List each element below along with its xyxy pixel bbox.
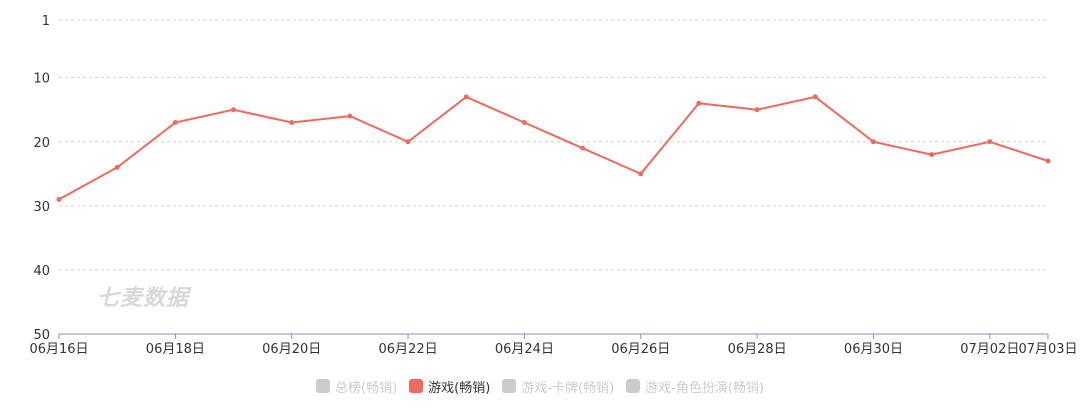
x-tick-label: 07月03日: [1018, 342, 1077, 357]
data-point[interactable]: [870, 139, 876, 145]
legend-swatch: [316, 379, 330, 393]
legend-label: 游戏-卡牌(畅销): [521, 380, 615, 396]
x-tick-label: 06月30日: [844, 342, 903, 357]
x-tick-label: 06月28日: [728, 342, 787, 357]
data-point[interactable]: [289, 120, 295, 126]
x-tick-label: 06月22日: [379, 342, 438, 357]
legend-item[interactable]: 总榜(畅销): [316, 377, 397, 396]
legend-label: 游戏-角色扮演(畅销): [645, 380, 764, 396]
data-point[interactable]: [929, 152, 935, 158]
watermark: 七麦数据: [97, 286, 190, 311]
data-point[interactable]: [114, 164, 120, 170]
series-line: [58, 95, 1049, 201]
data-point[interactable]: [1045, 158, 1051, 164]
y-tick-label: 10: [33, 72, 50, 87]
data-point[interactable]: [638, 171, 644, 177]
data-point[interactable]: [987, 139, 993, 145]
data-point[interactable]: [56, 196, 62, 202]
y-tick-label: 50: [33, 328, 50, 343]
data-point[interactable]: [812, 94, 818, 100]
x-axis: 06月16日 06月18日 06月20日 06月22日 06月24日 06月26日 06月2…: [29, 333, 1078, 357]
series-game-grossing: [56, 94, 1051, 202]
legend-label: 总榜(畅销): [335, 380, 398, 396]
legend-swatch: [502, 379, 517, 393]
data-point[interactable]: [463, 94, 469, 100]
legend-item[interactable]: 游戏-卡牌(畅销): [502, 377, 614, 396]
y-tick-label: 40: [33, 264, 50, 279]
legend-swatch: [409, 379, 424, 393]
data-point[interactable]: [754, 107, 760, 113]
legend-label: 游戏(畅销): [428, 380, 491, 396]
y-tick-label: 1: [42, 14, 50, 29]
legend-item[interactable]: 游戏-角色扮演(畅销): [626, 377, 764, 396]
x-tick-label: 06月26日: [611, 342, 670, 357]
y-tick-label: 30: [33, 200, 50, 215]
grid-lines: [59, 19, 1048, 271]
data-point[interactable]: [580, 145, 586, 151]
x-tick-label: 06月18日: [146, 342, 205, 357]
legend-swatch: [626, 379, 641, 393]
chart-legend: 总榜(畅销) 游戏(畅销) 游戏-卡牌(畅销) 游戏-角色扮演(畅销): [0, 374, 1080, 398]
y-tick-label: 20: [33, 136, 50, 151]
x-tick-label: 06月24日: [495, 342, 554, 357]
y-axis: 1 10 20 30 40 50: [33, 14, 50, 343]
legend-item[interactable]: 游戏(畅销): [409, 377, 490, 396]
data-point[interactable]: [347, 113, 353, 119]
x-tick-label: 06月16日: [29, 342, 88, 357]
data-point[interactable]: [231, 107, 237, 113]
data-point[interactable]: [696, 100, 702, 106]
data-point[interactable]: [521, 120, 527, 126]
data-point[interactable]: [172, 120, 178, 126]
x-tick-label: 06月20日: [262, 342, 321, 357]
x-tick-label: 07月02日: [960, 342, 1019, 357]
data-point[interactable]: [405, 139, 411, 145]
